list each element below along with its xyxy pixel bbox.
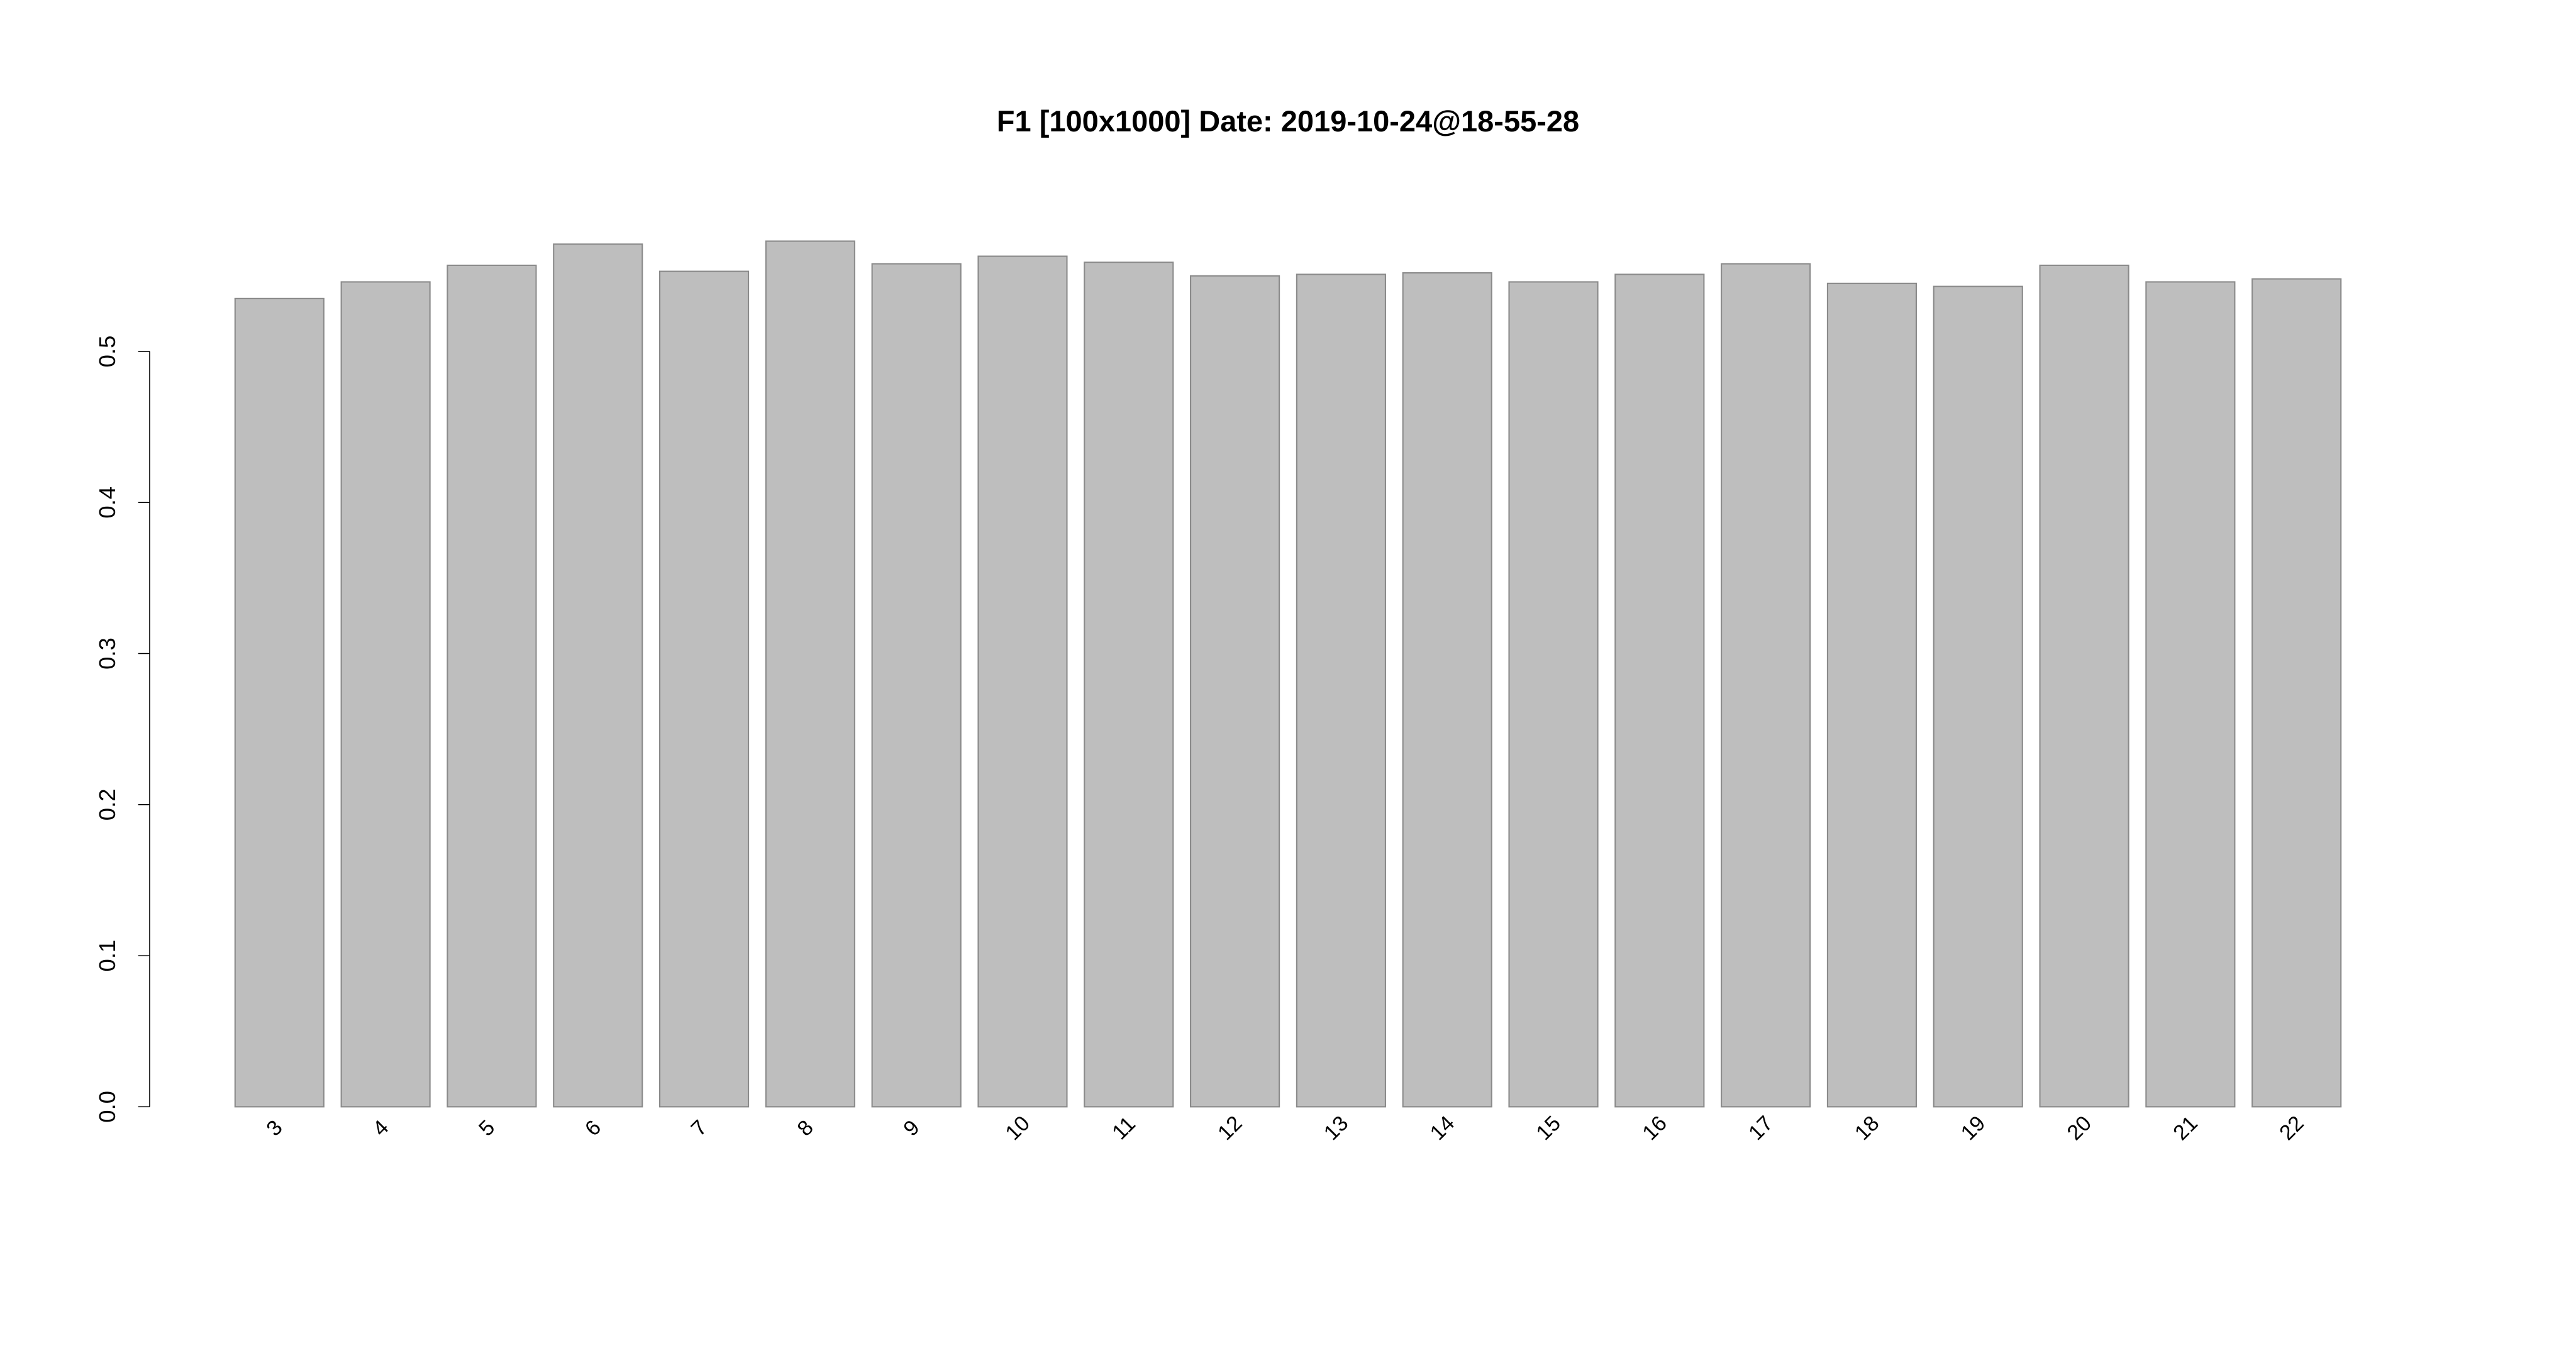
x-tick-label: 10 — [1001, 1112, 1035, 1145]
x-tick-label: 20 — [2063, 1112, 2097, 1145]
bar — [871, 263, 962, 1108]
bar — [1614, 273, 1705, 1108]
bar — [1084, 262, 1174, 1108]
chart-title: F1 [100x1000] Date: 2019-10-24@18-55-28 — [997, 104, 1579, 138]
bar — [1402, 272, 1492, 1108]
y-tick-label: 0.1 — [94, 940, 120, 972]
x-tick-label: 6 — [580, 1115, 606, 1140]
bar — [1508, 281, 1599, 1108]
x-tick-label: 22 — [2275, 1112, 2309, 1145]
x-tick-label: 15 — [1531, 1112, 1565, 1145]
y-tick-label: 0.3 — [94, 638, 120, 670]
x-tick-label: 5 — [474, 1115, 499, 1140]
x-tick-label: 21 — [2168, 1112, 2202, 1145]
y-tick-label: 0.0 — [94, 1091, 120, 1123]
bar — [1190, 275, 1280, 1108]
bar — [1296, 273, 1386, 1108]
y-tick-label: 0.4 — [94, 487, 120, 519]
y-tick-label: 0.2 — [94, 788, 120, 820]
bar — [2145, 281, 2236, 1108]
bar — [234, 297, 325, 1108]
x-tick-label: 16 — [1638, 1112, 1672, 1145]
bar — [1826, 282, 1918, 1108]
x-tick-label: 4 — [368, 1115, 393, 1140]
bar — [340, 281, 431, 1108]
x-tick-label: 9 — [899, 1115, 924, 1140]
x-tick-label: 11 — [1108, 1112, 1140, 1145]
x-tick-label: 12 — [1213, 1112, 1247, 1145]
bar — [2039, 264, 2129, 1108]
bar — [1933, 285, 2023, 1108]
bar — [1721, 263, 1811, 1108]
x-tick-label: 19 — [1957, 1112, 1990, 1145]
x-tick-label: 18 — [1850, 1112, 1884, 1145]
bar — [553, 243, 643, 1108]
x-tick-label: 3 — [262, 1115, 287, 1140]
x-tick-label: 7 — [687, 1115, 712, 1140]
y-tick-label: 0.5 — [94, 336, 120, 368]
x-tick-label: 8 — [792, 1115, 818, 1140]
bar — [977, 255, 1068, 1108]
x-tick-label: 13 — [1319, 1112, 1353, 1145]
bar — [2251, 278, 2342, 1108]
x-tick-label: 17 — [1744, 1112, 1778, 1145]
bar — [765, 240, 855, 1108]
x-tick-label: 14 — [1426, 1112, 1460, 1145]
bar — [447, 264, 537, 1108]
bar — [658, 270, 750, 1108]
